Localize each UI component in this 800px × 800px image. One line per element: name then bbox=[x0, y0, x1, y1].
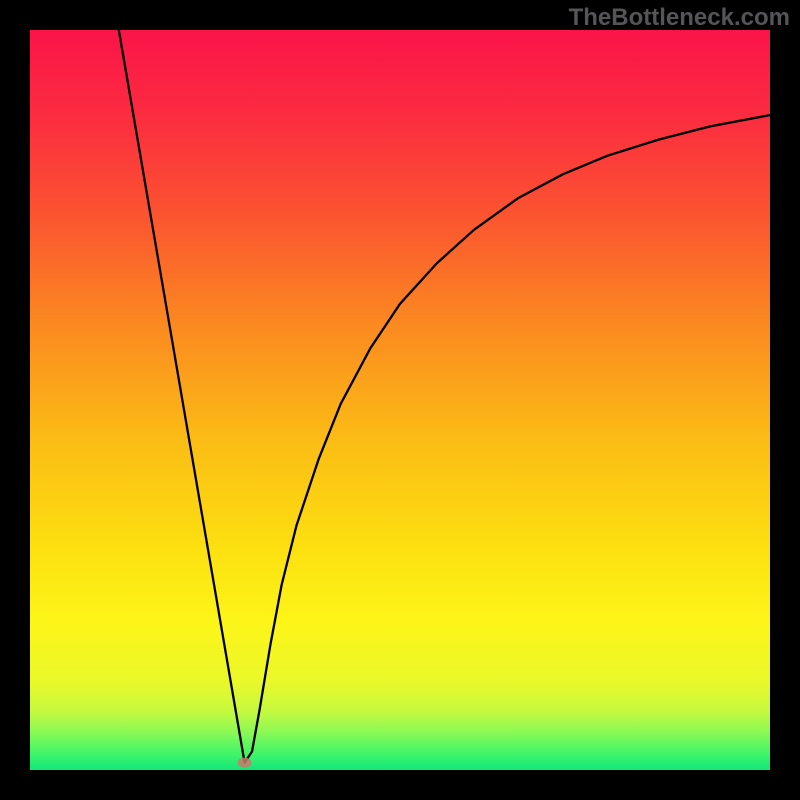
chart-svg bbox=[0, 0, 800, 800]
plot-area-gradient bbox=[30, 30, 770, 770]
bottleneck-chart: TheBottleneck.com bbox=[0, 0, 800, 800]
cusp-marker bbox=[238, 758, 252, 768]
watermark-text: TheBottleneck.com bbox=[569, 4, 790, 32]
